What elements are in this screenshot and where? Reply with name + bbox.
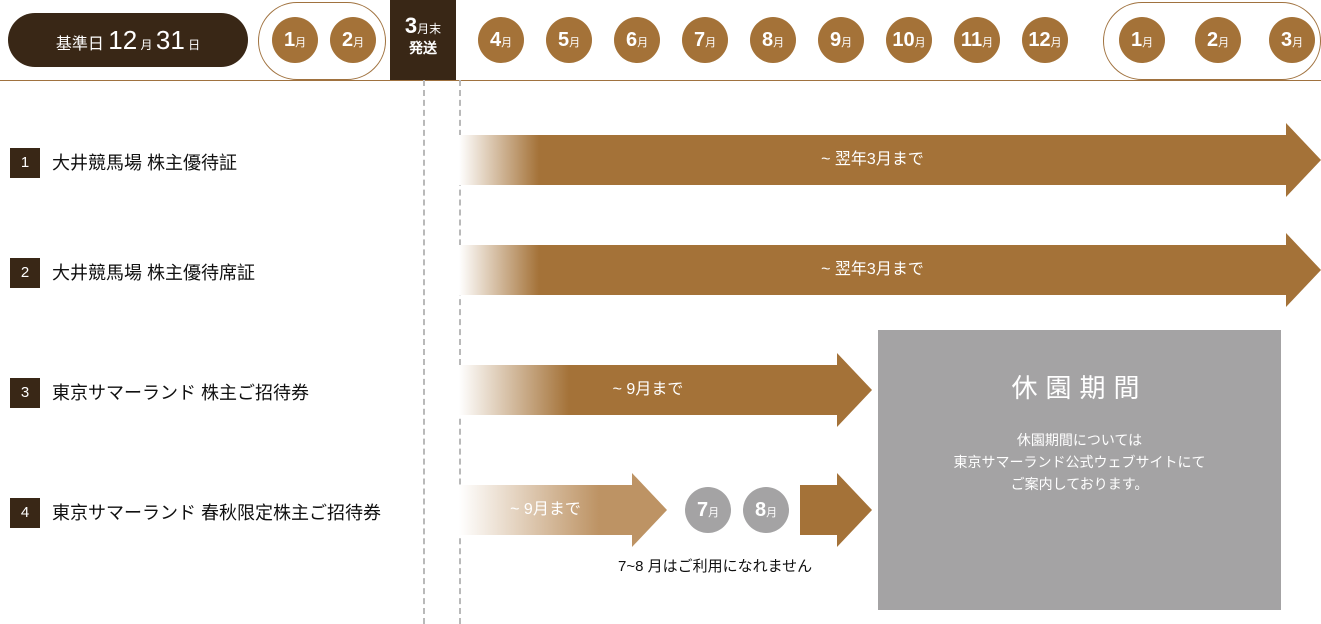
vertical-dash [423, 80, 425, 624]
period-arrow-label: ~ 9月まで [459, 365, 837, 415]
closure-period-box: 休園期間休園期間については東京サマーランド公式ウェブサイトにてご案内しております… [878, 330, 1281, 610]
excluded-months-note: 7~8 月はご利用になれません [618, 555, 812, 576]
month-circle: 5月 [546, 17, 592, 63]
row-number-badge: 4 [10, 498, 40, 528]
closure-title: 休園期間 [878, 368, 1281, 405]
month-circle: 10月 [886, 17, 932, 63]
month-circle: 7月 [682, 17, 728, 63]
shipping-month-box: 3月末発送 [390, 0, 456, 80]
month-circle: 2月 [1195, 17, 1241, 63]
timeline-chart: 基準日 12 月 31 日3月末発送1月2月4月5月6月7月8月9月10月11月… [0, 0, 1321, 624]
excluded-month-circle: 8月 [743, 487, 789, 533]
period-arrow-label: ~ 9月まで [459, 485, 632, 535]
month-circle: 4月 [478, 17, 524, 63]
row-number-badge: 3 [10, 378, 40, 408]
month-circle: 8月 [750, 17, 796, 63]
month-circle: 1月 [1119, 17, 1165, 63]
row-label: 大井競馬場 株主優待証 [52, 148, 237, 178]
period-arrow: ~ 9月まで [459, 365, 872, 415]
month-circle: 11月 [954, 17, 1000, 63]
record-date-pill: 基準日 12 月 31 日 [8, 13, 248, 67]
month-circle: 2月 [330, 17, 376, 63]
row-label: 東京サマーランド 株主ご招待券 [52, 378, 309, 408]
row-label: 大井競馬場 株主優待席証 [52, 258, 255, 288]
period-arrow-label: ~ 翌年3月まで [459, 245, 1286, 295]
month-circle: 9月 [818, 17, 864, 63]
month-circle: 3月 [1269, 17, 1315, 63]
closure-subtext: 休園期間については東京サマーランド公式ウェブサイトにてご案内しております。 [878, 429, 1281, 495]
row-number-badge: 2 [10, 258, 40, 288]
month-circle: 6月 [614, 17, 660, 63]
month-circle: 1月 [272, 17, 318, 63]
period-arrow: ~ 翌年3月まで [459, 245, 1321, 295]
period-arrow-label: ~ 翌年3月まで [459, 135, 1286, 185]
row-label: 東京サマーランド 春秋限定株主ご招待券 [52, 498, 381, 528]
row-number-badge: 1 [10, 148, 40, 178]
period-arrow: ~ 9月まで [459, 485, 667, 535]
period-arrow: ~ 翌年3月まで [459, 135, 1321, 185]
excluded-month-circle: 7月 [685, 487, 731, 533]
month-circle: 12月 [1022, 17, 1068, 63]
period-arrow [800, 485, 872, 535]
